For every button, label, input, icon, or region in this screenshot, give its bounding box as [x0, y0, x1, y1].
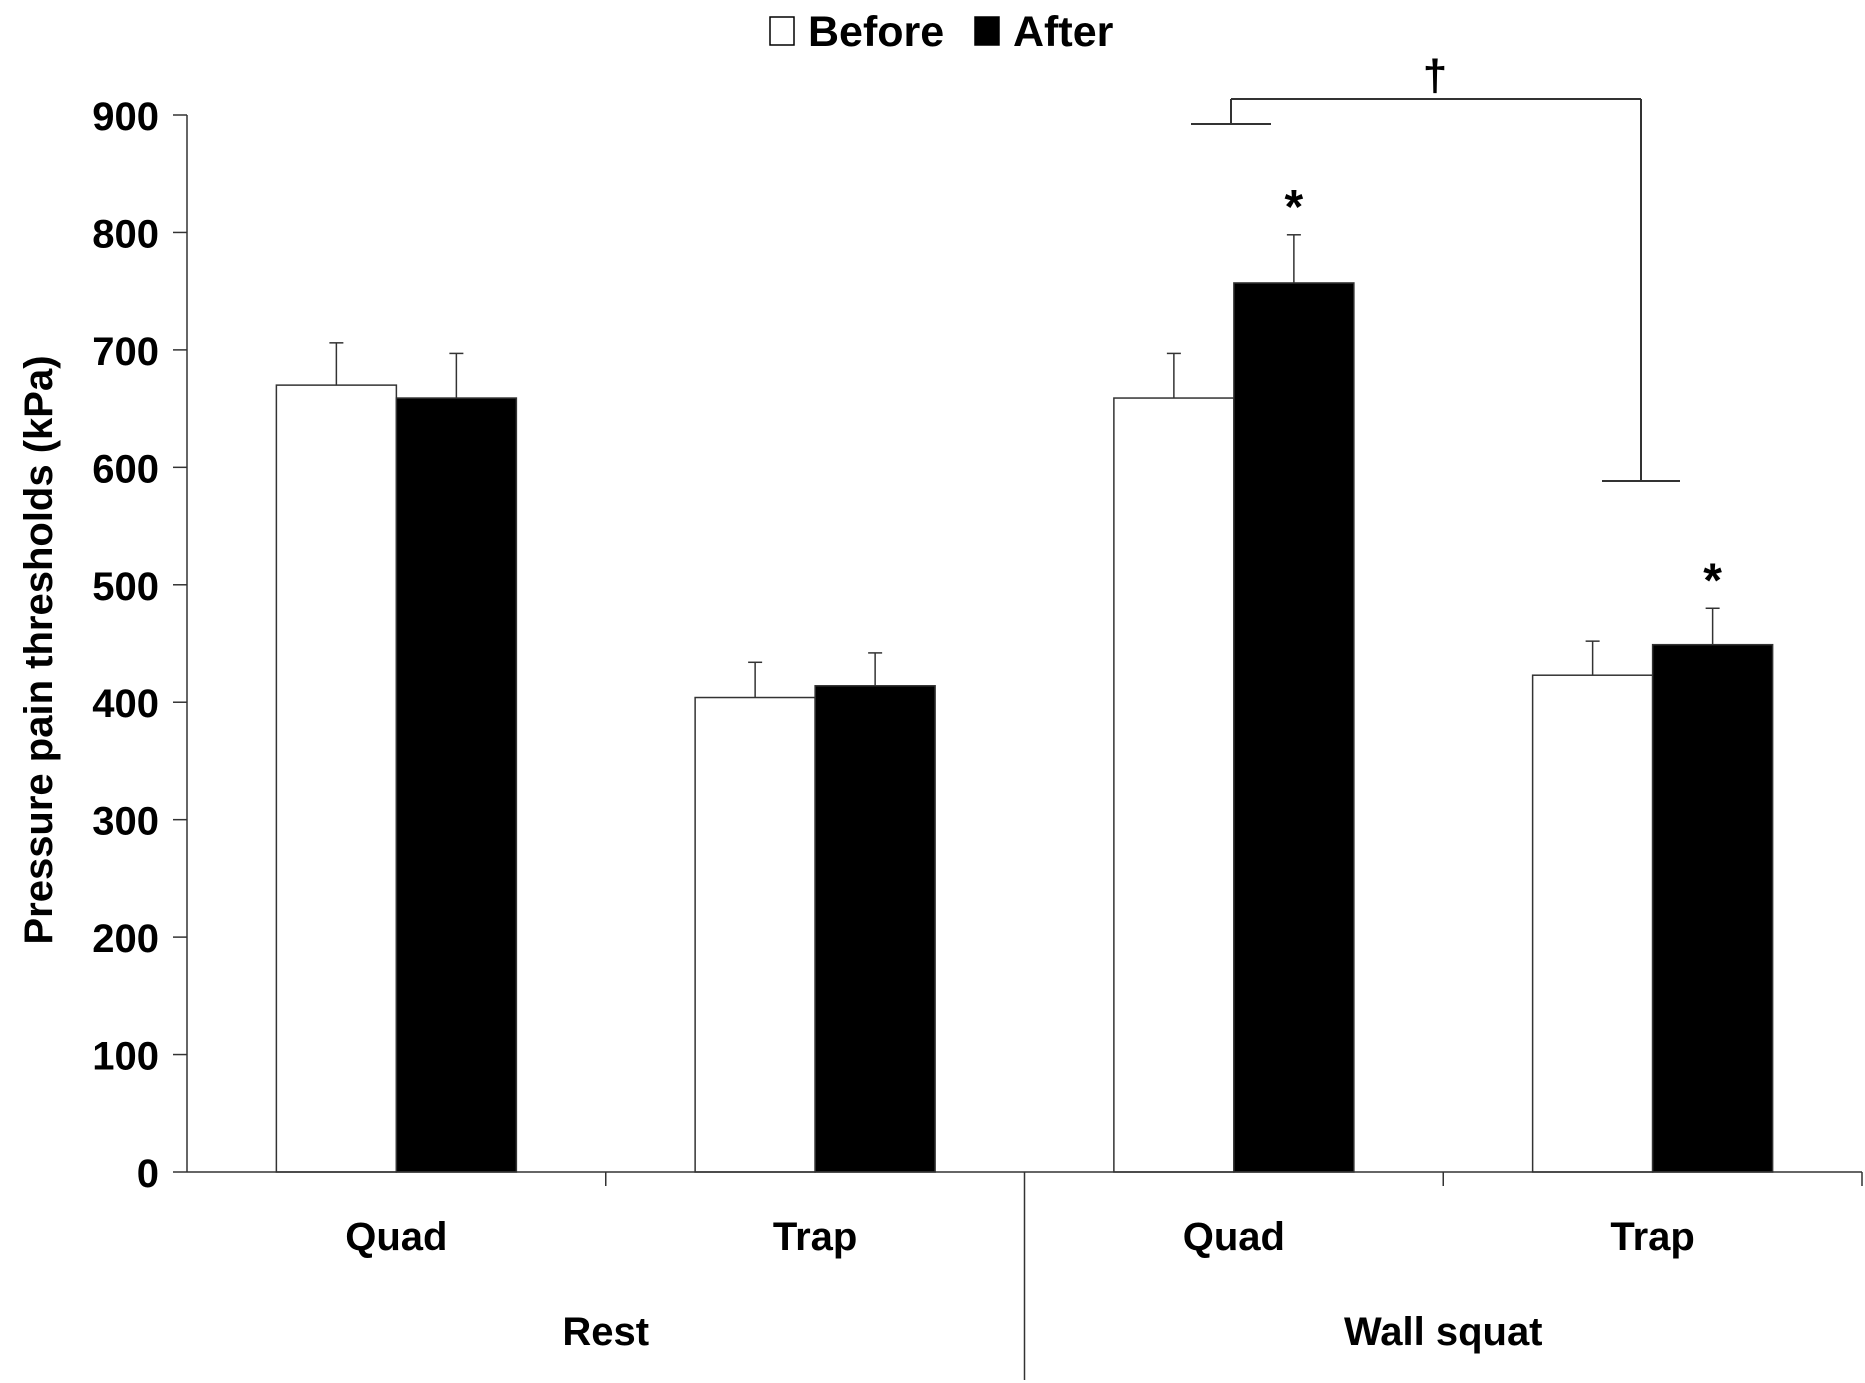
x-tick-label: Quad [345, 1215, 447, 1259]
legend: Before After [769, 8, 1114, 56]
group-label: Rest [562, 1310, 649, 1354]
y-tick-label: 200 [92, 917, 159, 961]
bar-after [1233, 282, 1355, 1173]
x-tick-label: Trap [773, 1215, 857, 1259]
group-label: Wall squat [1344, 1310, 1543, 1354]
x-tick-label: Trap [1610, 1215, 1694, 1259]
y-tick-label: 500 [92, 565, 159, 609]
legend-label-before: Before [808, 8, 944, 56]
y-tick-label: 300 [92, 800, 159, 844]
x-axis: Quad Trap Quad Trap Rest Wall squat [187, 1171, 1863, 1380]
y-tick-label: 800 [92, 212, 159, 256]
y-tick-label: 900 [92, 95, 159, 139]
bar-after [814, 685, 936, 1173]
y-tick-label: 700 [92, 330, 159, 374]
bar-before [1531, 674, 1654, 1173]
y-axis: 0 100 200 300 400 500 600 700 800 900 [92, 95, 188, 1196]
y-tick-label: 600 [92, 447, 159, 491]
bar-before [275, 384, 398, 1173]
legend-swatch-before [769, 16, 795, 46]
significance-asterisk: * [1285, 181, 1304, 234]
significance-asterisk: * [1703, 554, 1722, 607]
y-tick-label: 400 [92, 682, 159, 726]
bar-before [694, 696, 816, 1173]
bars [275, 234, 1774, 1173]
bar-after [395, 397, 518, 1173]
legend-label-after: After [1013, 8, 1114, 56]
y-tick-label: 0 [137, 1152, 159, 1196]
y-tick-label: 100 [92, 1035, 159, 1079]
bar-after [1651, 643, 1774, 1173]
bar-before [1113, 397, 1235, 1173]
legend-swatch-after [974, 16, 1000, 46]
significance-dagger: † [1423, 51, 1447, 100]
annotations: * * † [1191, 51, 1722, 607]
y-axis-label: Pressure pain thresholds (kPa) [17, 355, 61, 944]
x-tick-label: Quad [1183, 1215, 1285, 1259]
